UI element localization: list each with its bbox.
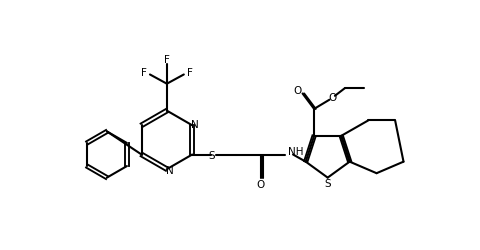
- Text: O: O: [293, 86, 301, 96]
- Text: O: O: [328, 92, 336, 102]
- Text: S: S: [324, 178, 331, 188]
- Text: N: N: [192, 120, 199, 130]
- Text: S: S: [208, 150, 215, 160]
- Text: O: O: [257, 179, 265, 189]
- Text: F: F: [187, 68, 193, 78]
- Text: F: F: [141, 68, 147, 78]
- Text: N: N: [166, 165, 174, 175]
- Text: F: F: [164, 55, 170, 65]
- Text: NH: NH: [288, 147, 304, 157]
